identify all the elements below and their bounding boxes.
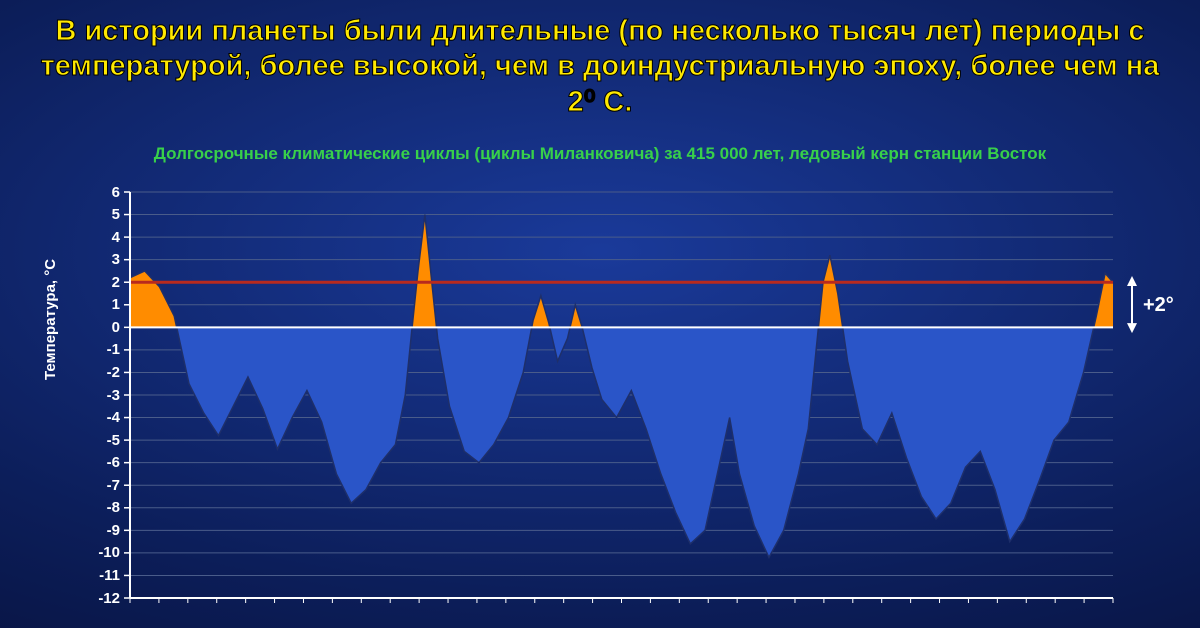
ytick-label: -2	[76, 364, 120, 381]
ytick-label: 5	[76, 206, 120, 223]
page-title: В истории планеты были длительные (по не…	[40, 14, 1160, 120]
ytick-label: 0	[76, 319, 120, 336]
ytick-label: -9	[76, 522, 120, 539]
climate-chart: 6543210-1-2-3-4-5-6-7-8-9-10-11-12 +2°	[108, 180, 1158, 610]
ytick-label: -11	[76, 567, 120, 584]
page-subtitle: Долгосрочные климатические циклы (циклы …	[40, 144, 1160, 164]
ytick-label: 3	[76, 251, 120, 268]
ytick-label: -5	[76, 432, 120, 449]
chart-svg	[108, 180, 1158, 610]
ytick-label: -4	[76, 409, 120, 426]
ytick-label: 1	[76, 296, 120, 313]
ytick-label: -8	[76, 499, 120, 516]
ytick-label: 6	[76, 184, 120, 201]
ytick-label: 2	[76, 274, 120, 291]
ref-arrow-icon	[1118, 274, 1158, 335]
ytick-label: -7	[76, 477, 120, 494]
ytick-label: -6	[76, 454, 120, 471]
ytick-label: -1	[76, 341, 120, 358]
ytick-label: -12	[76, 590, 120, 607]
ytick-label: -3	[76, 387, 120, 404]
ytick-label: -10	[76, 544, 120, 561]
ytick-label: 4	[76, 229, 120, 246]
y-axis-label: Температура, °С	[42, 259, 59, 380]
